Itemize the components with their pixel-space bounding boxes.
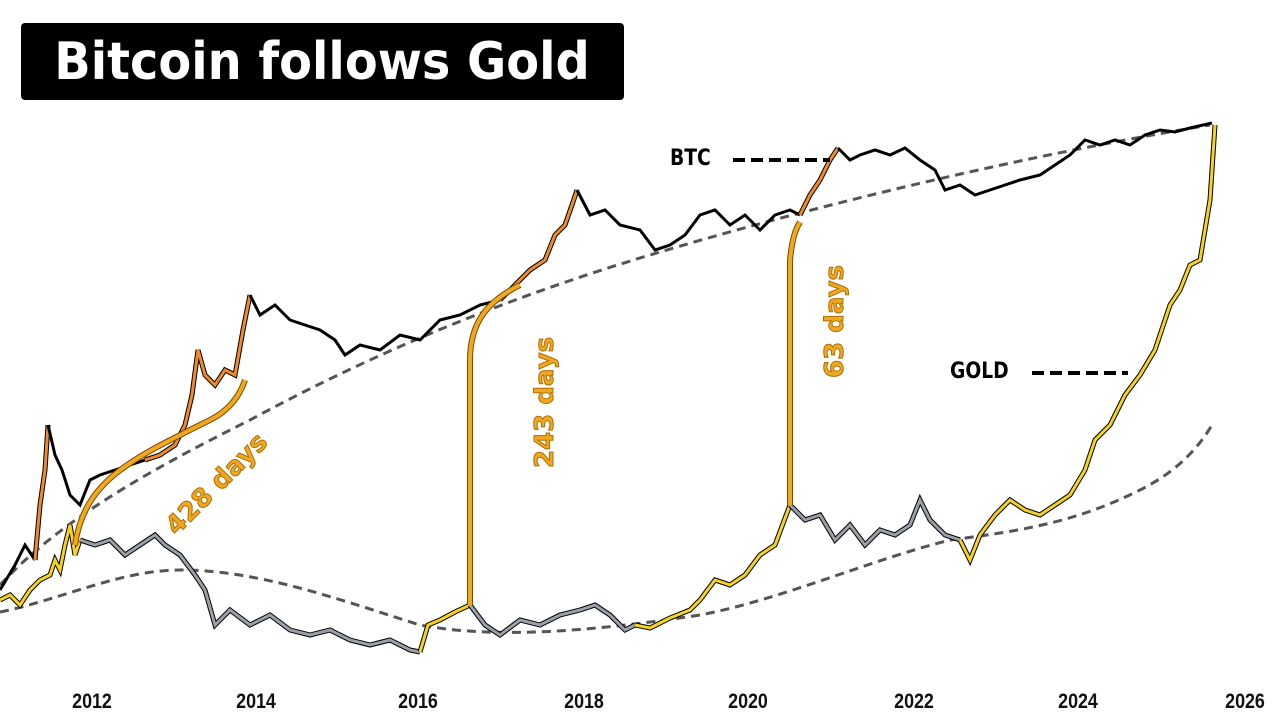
btc-line-early (0, 542, 37, 591)
gold-series (0, 124, 1218, 655)
x-tick-2012: 2012 (72, 690, 112, 713)
x-tick-2022: 2022 (894, 690, 934, 713)
connector-243-days (467, 282, 522, 605)
lag-connectors (72, 220, 803, 605)
annotation-243-days: 243 days (530, 336, 561, 468)
chart-title: Bitcoin follows Gold (54, 31, 591, 92)
x-tick-2014: 2014 (236, 690, 276, 713)
btc-line-bear-2018 (575, 189, 801, 252)
x-tick-2020: 2020 (728, 690, 768, 713)
btc-series (0, 121, 1213, 591)
btc-line-2021-2025 (836, 121, 1213, 197)
title-banner: Bitcoin follows Gold (21, 23, 624, 100)
gold-label: GOLD (950, 359, 1009, 384)
x-tick-2018: 2018 (564, 690, 604, 713)
btc-trend-line (0, 123, 1211, 587)
annotation-63-days: 63 days (820, 264, 851, 378)
x-tick-2026: 2026 (1225, 690, 1265, 713)
btc-line-bear-2014 (248, 294, 501, 358)
btc-label: BTC (670, 146, 711, 171)
x-tick-2016: 2016 (398, 690, 438, 713)
x-tick-2024: 2024 (1058, 690, 1098, 713)
gold-trend-line (0, 424, 1214, 634)
btc-breakout-2013 (144, 294, 253, 463)
gold-line-rise-3 (957, 124, 1218, 567)
gold-line-rise-2 (634, 504, 793, 631)
